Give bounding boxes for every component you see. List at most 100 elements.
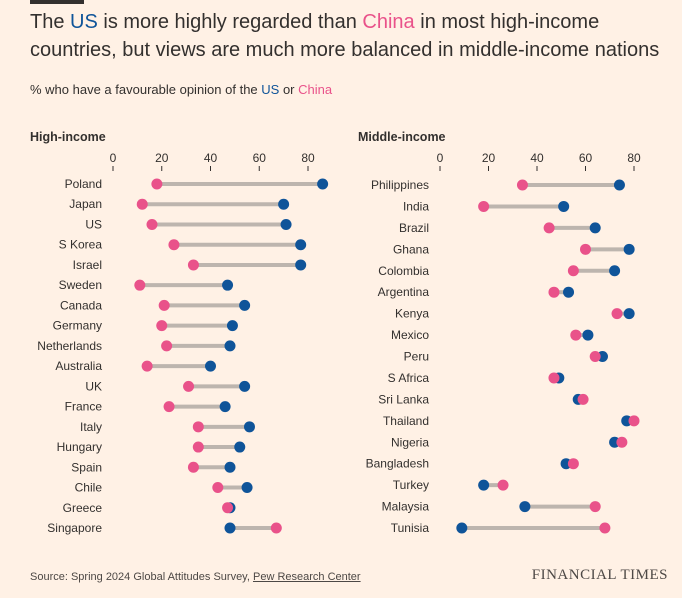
category-label: Turkey [393,478,429,492]
us-dot [613,179,625,191]
china-dot [168,239,180,251]
china-dot [497,479,509,491]
china-dot [187,461,199,473]
china-dot [156,320,168,332]
china-dot [151,178,163,190]
china-dot [270,522,282,534]
category-label: Colombia [378,264,429,278]
category-label: Mexico [391,328,429,342]
us-dot [224,461,236,473]
us-dot [519,501,531,513]
category-label: Spain [71,460,102,474]
source-note: Source: Spring 2024 Global Attitudes Sur… [30,571,361,583]
china-dot [589,351,601,362]
china-dot [589,501,601,513]
x-tick-label: 60 [253,151,267,165]
china-dot [183,380,195,392]
title-china-highlight: China [362,11,415,33]
x-tick-label: 0 [437,151,444,165]
category-label: Kenya [395,307,429,321]
china-dot [543,222,555,234]
china-dot [628,415,640,427]
us-dot [609,265,621,277]
us-dot [563,286,575,298]
category-label: Chile [75,481,103,495]
category-label: Bangladesh [366,457,429,471]
category-label: France [65,400,103,414]
china-dot [212,482,224,494]
subtitle-us-legend: US [261,82,280,97]
category-label: Philippines [371,178,429,192]
us-dot [582,329,594,341]
us-dot [234,441,246,453]
china-dot [580,243,591,255]
china-dot [516,179,528,191]
us-dot [241,482,253,494]
us-dot [278,198,290,210]
subtitle-china-legend: China [298,82,333,97]
china-dot [567,458,579,470]
china-dot [599,522,611,534]
us-dot [205,360,216,372]
us-dot [558,200,570,212]
china-dot [161,340,173,352]
source-link[interactable]: Pew Research Center [252,571,361,583]
china-dot [163,401,175,413]
category-label: Greece [63,501,103,515]
x-tick-label: 60 [579,151,593,165]
china-dot [158,299,170,311]
category-label: Germany [53,319,102,333]
x-tick-label: 20 [482,151,496,165]
title-us-highlight: US [70,11,98,33]
china-dot [192,421,204,433]
china-dot [192,441,204,453]
category-label: Canada [60,298,102,312]
china-dot [136,198,148,210]
category-label: Ghana [393,242,429,256]
category-label: S Korea [59,238,103,252]
us-dot [456,522,468,534]
top-accent-bar [30,0,84,4]
china-dot [577,393,589,405]
us-dot [224,522,236,534]
category-label: Poland [65,177,102,191]
china-dot [616,436,628,448]
x-tick-label: 80 [301,151,315,165]
china-dot [222,502,234,514]
category-label: Sri Lanka [378,392,429,406]
china-dot [478,200,490,212]
category-label: Australia [55,359,102,373]
x-tick-label: 0 [110,151,117,165]
us-dot [295,239,307,251]
china-dot [567,265,579,277]
category-label: UK [85,379,102,393]
china-dot [146,218,158,230]
us-dot [226,320,238,332]
china-dot [570,329,582,341]
us-dot [589,222,601,234]
ft-logo: FINANCIAL TIMES [531,567,668,583]
us-dot [317,178,329,190]
category-label: India [403,199,429,213]
x-tick-label: 20 [155,151,169,165]
panel-title-middle-income: Middle-income [358,130,446,144]
china-dot [548,372,560,384]
us-dot [222,279,234,291]
chart-title: The US is more highly regarded than Chin… [30,11,660,61]
us-dot [478,479,490,491]
panel-title-high-income: High-income [30,130,106,144]
china-dot [611,308,623,320]
us-dot [623,243,635,255]
category-label: S Africa [388,371,430,385]
chart-subtitle: % who have a favourable opinion of the U… [30,82,333,97]
us-dot [239,380,251,392]
china-dot [187,259,199,271]
us-dot [623,308,635,320]
category-label: Tunisia [391,521,430,535]
x-tick-label: 80 [627,151,641,165]
category-label: Nigeria [391,435,429,449]
china-dot [141,360,153,372]
category-label: Argentina [378,285,430,299]
category-label: Hungary [57,440,102,454]
x-tick-label: 40 [204,151,218,165]
